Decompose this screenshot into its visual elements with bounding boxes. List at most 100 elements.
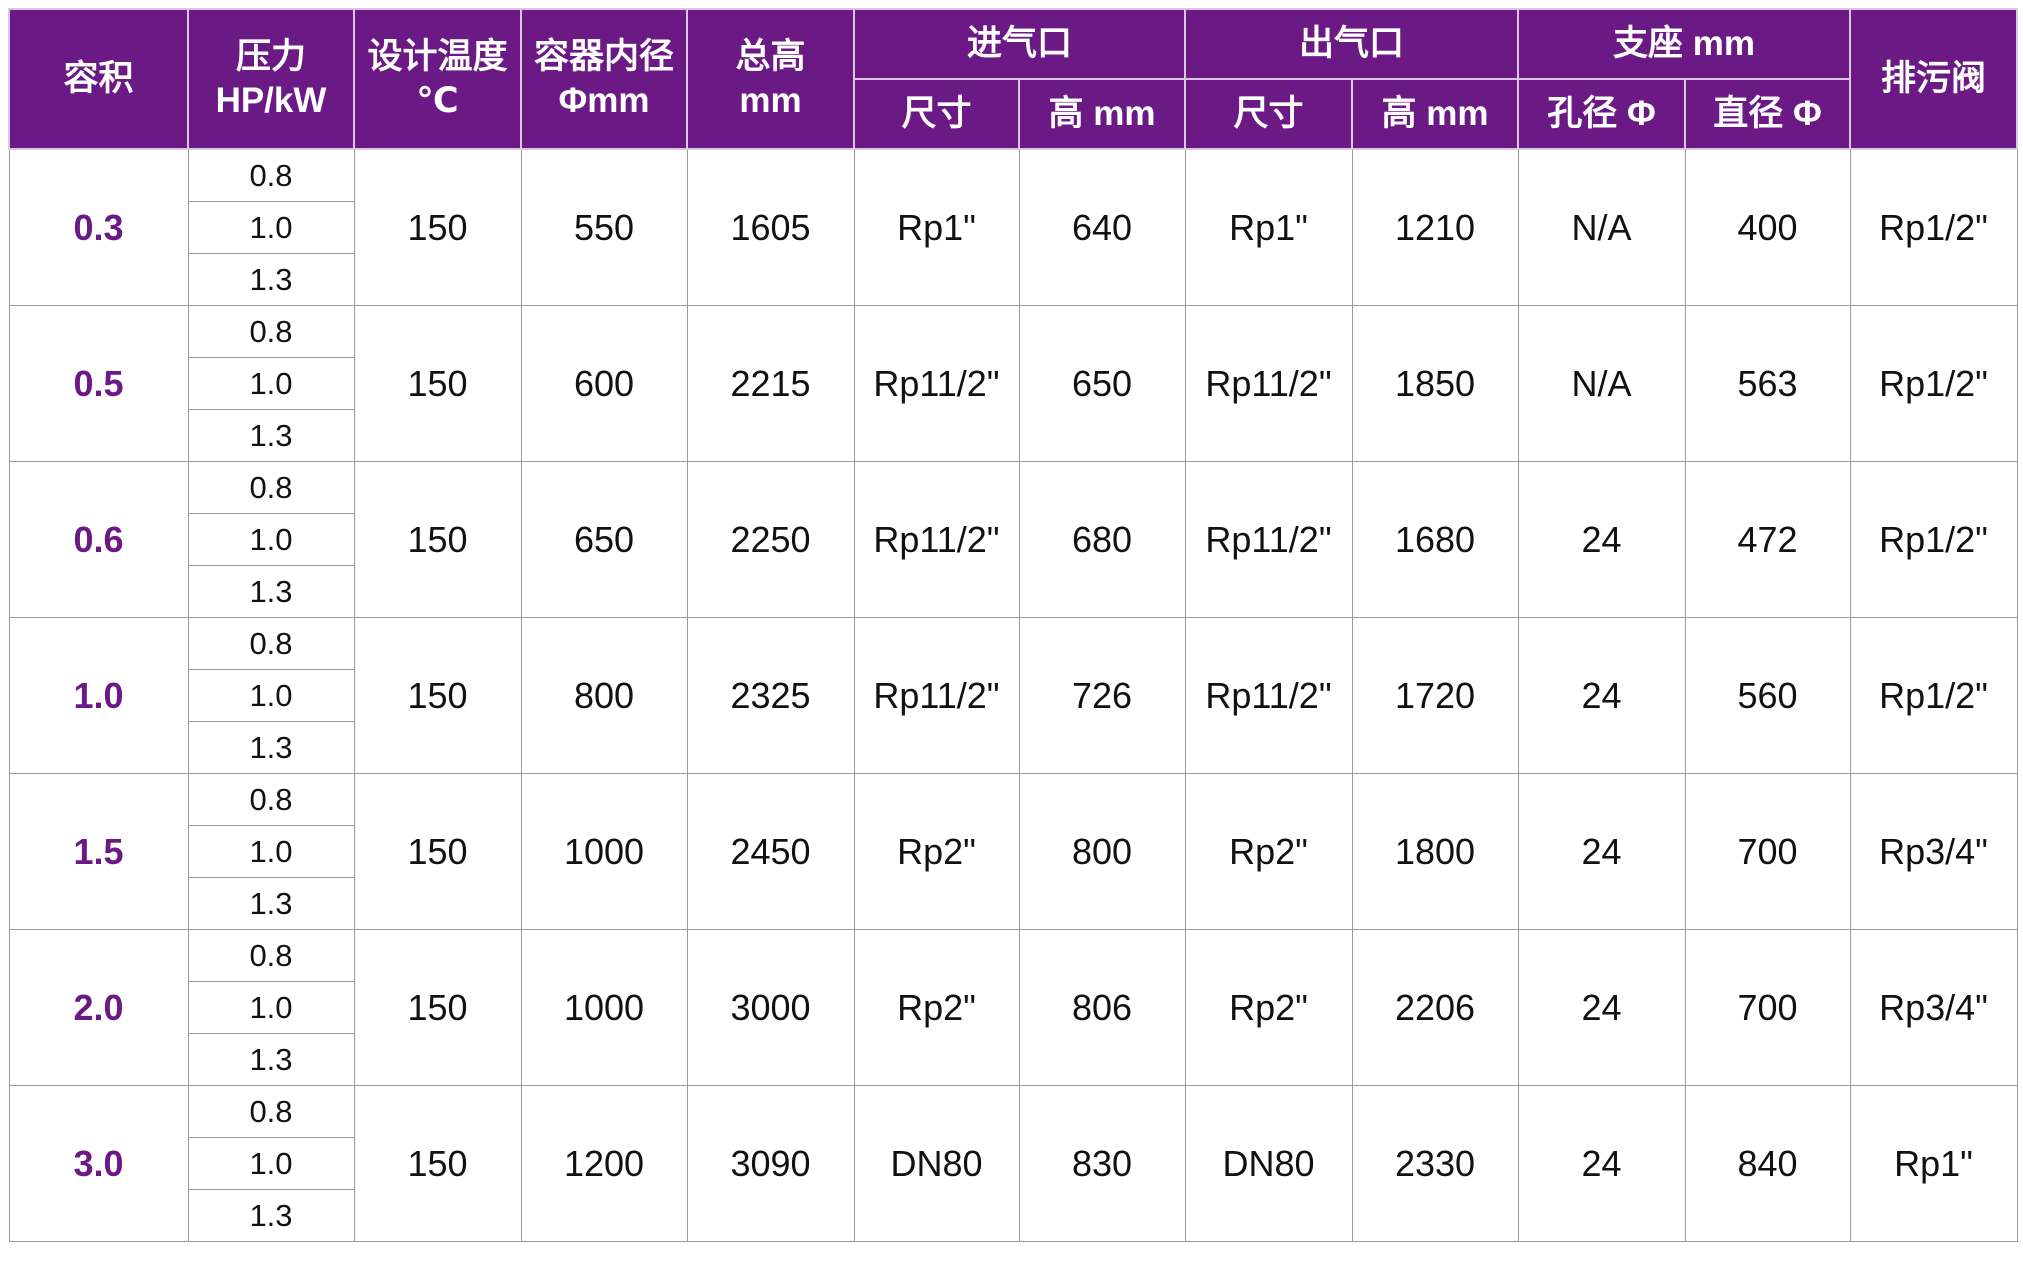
- cell-pressure: 0.8: [187, 617, 355, 670]
- cell-inlet-height: 806: [1018, 929, 1186, 1086]
- header-outlet: 出气口: [1184, 8, 1520, 80]
- cell-pressure: 1.0: [187, 1137, 355, 1190]
- cell-pressure: 1.0: [187, 981, 355, 1034]
- cell-inlet-size: DN80: [853, 1085, 1020, 1242]
- cell-pressure: 1.0: [187, 825, 355, 878]
- header-design-temp-label: 设计温度: [367, 37, 508, 76]
- header-outlet-height: 高 mm: [1351, 78, 1520, 150]
- table-row: 1.3: [9, 565, 2017, 618]
- cell-total-height: 2325: [686, 617, 855, 774]
- cell-design-temp: 150: [353, 461, 522, 618]
- cell-drain-valve: Rp1": [1849, 1085, 2018, 1242]
- cell-inlet-size: Rp2": [853, 929, 1020, 1086]
- table-row: 1.0: [9, 201, 2017, 254]
- table-row: 1.0 0.8 150 800 2325 Rp11/2" 726 Rp11/2" 1720 24 5…: [8, 617, 2018, 774]
- header-total-height: 总高 mm: [686, 8, 855, 150]
- cell-pressure: 1.3: [187, 877, 355, 930]
- cell-hole-diameter: 24: [1517, 929, 1686, 1086]
- cell-inlet-size: Rp11/2": [853, 461, 1020, 618]
- cell-volume: 2.0: [8, 929, 189, 1086]
- cell-inlet-size: Rp2": [853, 773, 1020, 930]
- cell-design-temp: 150: [353, 1085, 522, 1242]
- cell-volume: 1.0: [8, 617, 189, 774]
- header-volume: 容积: [8, 8, 189, 150]
- cell-outlet-height: 2330: [1351, 1085, 1519, 1242]
- header-total-height-label: 总高: [735, 37, 806, 76]
- cell-drain-valve: Rp1/2": [1849, 617, 2018, 774]
- table-row: 1.0: [9, 981, 2017, 1034]
- cell-outlet-size: DN80: [1184, 1085, 1353, 1242]
- cell-support-diameter: 700: [1684, 773, 1851, 930]
- cell-pressure: 1.0: [187, 669, 355, 722]
- cell-hole-diameter: 24: [1517, 773, 1686, 930]
- cell-pressure: 0.8: [187, 929, 355, 982]
- cell-inner-diameter: 1200: [520, 1085, 688, 1242]
- header-inner-diameter-unit: Φmm: [558, 81, 650, 120]
- cell-pressure: 1.3: [187, 565, 355, 618]
- cell-design-temp: 150: [353, 617, 522, 774]
- table-row: 2.0 0.8 150 1000 3000 Rp2" 806 Rp2" 2206 24 700 Rp3…: [8, 929, 2018, 1086]
- cell-support-diameter: 840: [1684, 1085, 1851, 1242]
- header-inlet-height: 高 mm: [1017, 78, 1187, 150]
- cell-hole-diameter: 24: [1517, 461, 1686, 618]
- cell-pressure: 0.8: [187, 305, 355, 358]
- cell-pressure: 0.8: [187, 773, 355, 826]
- cell-drain-valve: Rp1/2": [1849, 148, 2018, 306]
- cell-inlet-size: Rp1": [853, 148, 1020, 306]
- table-header: 容积 压力 HP/kW 设计温度 ℃ 容器内径 Φmm 总高 mm 进气口 出气口 支座…: [8, 8, 2019, 150]
- cell-volume: 0.6: [8, 461, 189, 618]
- header-drain-valve: 排污阀: [1849, 8, 2019, 150]
- table-row: 1.3: [9, 877, 2017, 930]
- header-inner-diameter-label: 容器内径: [533, 37, 674, 76]
- header-design-temp-unit: ℃: [416, 81, 459, 120]
- cell-support-diameter: 472: [1684, 461, 1851, 618]
- cell-pressure: 1.0: [187, 201, 355, 254]
- cell-outlet-height: 1720: [1351, 617, 1519, 774]
- cell-outlet-height: 1800: [1351, 773, 1519, 930]
- table-row: 1.3: [9, 1189, 2017, 1242]
- cell-total-height: 2215: [686, 305, 855, 462]
- table-row: 0.3 0.8 150 550 1605 Rp1" 640 Rp1" 1210 N/A 400 Rp1…: [8, 148, 2018, 306]
- table-row: 0.6 0.8 150 650 2250 Rp11/2" 680 Rp11/2" 1680 24 4…: [8, 461, 2018, 618]
- cell-pressure: 1.3: [187, 409, 355, 462]
- cell-pressure: 0.8: [187, 148, 355, 202]
- table-row: 1.3: [9, 253, 2017, 306]
- cell-volume: 0.5: [8, 305, 189, 462]
- cell-inlet-height: 726: [1018, 617, 1186, 774]
- header-support: 支座 mm: [1517, 8, 1852, 80]
- cell-volume: 0.3: [8, 148, 189, 306]
- cell-inlet-height: 640: [1018, 148, 1186, 306]
- cell-inlet-height: 800: [1018, 773, 1186, 930]
- cell-inner-diameter: 600: [520, 305, 688, 462]
- header-inner-diameter: 容器内径 Φmm: [520, 8, 688, 150]
- cell-support-diameter: 400: [1684, 148, 1851, 306]
- cell-total-height: 3090: [686, 1085, 855, 1242]
- cell-inlet-height: 680: [1018, 461, 1186, 618]
- cell-drain-valve: Rp1/2": [1849, 461, 2018, 618]
- cell-design-temp: 150: [353, 929, 522, 1086]
- header-total-height-unit: mm: [739, 81, 802, 120]
- cell-pressure: 0.8: [187, 461, 355, 514]
- cell-outlet-size: Rp11/2": [1184, 461, 1353, 618]
- cell-support-diameter: 563: [1684, 305, 1851, 462]
- cell-pressure: 1.3: [187, 253, 355, 306]
- cell-inlet-size: Rp11/2": [853, 305, 1020, 462]
- cell-outlet-size: Rp11/2": [1184, 305, 1353, 462]
- cell-pressure: 1.0: [187, 357, 355, 410]
- header-pressure: 压力 HP/kW: [187, 8, 355, 150]
- table-row: 0.5 0.8 150 600 2215 Rp11/2" 650 Rp11/2" 1850 N/A…: [8, 305, 2018, 462]
- table-row: 1.0: [9, 1137, 2017, 1190]
- cell-inner-diameter: 1000: [520, 929, 688, 1086]
- header-pressure-unit: HP/kW: [215, 81, 327, 120]
- cell-inlet-height: 650: [1018, 305, 1186, 462]
- cell-outlet-height: 1680: [1351, 461, 1519, 618]
- table-row: 1.0: [9, 357, 2017, 410]
- cell-design-temp: 150: [353, 305, 522, 462]
- cell-drain-valve: Rp3/4": [1849, 929, 2018, 1086]
- cell-pressure: 1.3: [187, 1033, 355, 1086]
- cell-outlet-height: 2206: [1351, 929, 1519, 1086]
- cell-hole-diameter: 24: [1517, 1085, 1686, 1242]
- cell-total-height: 2450: [686, 773, 855, 930]
- cell-outlet-height: 1210: [1351, 148, 1519, 306]
- cell-hole-diameter: N/A: [1517, 305, 1686, 462]
